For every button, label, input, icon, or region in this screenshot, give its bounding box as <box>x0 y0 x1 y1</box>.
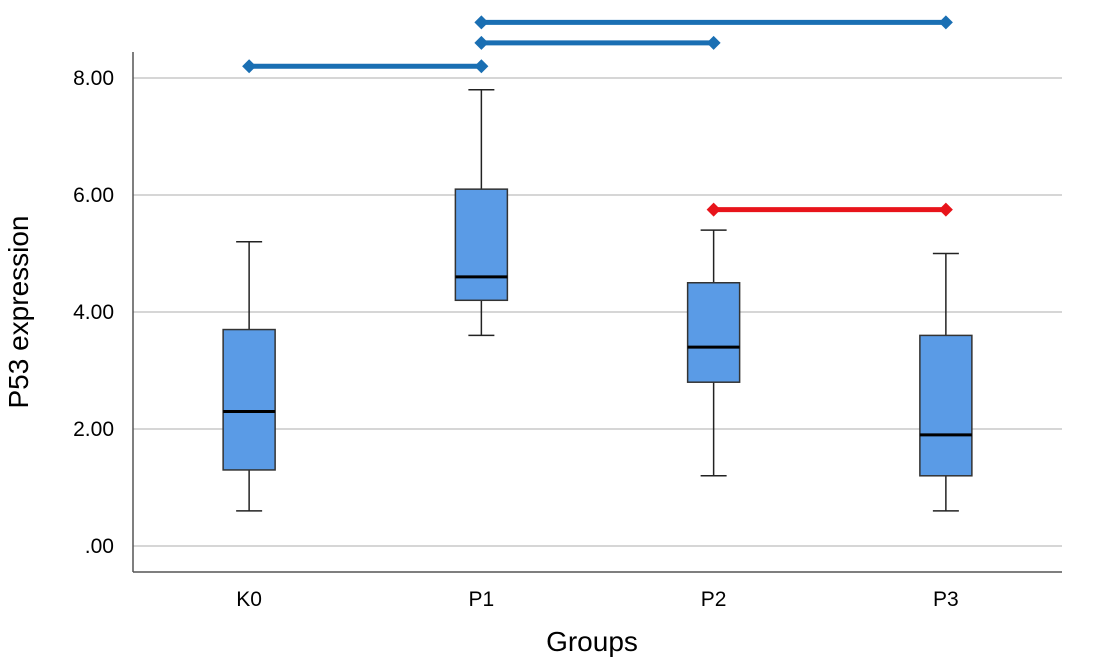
y-tick-label: 2.00 <box>73 418 114 441</box>
box-p1 <box>454 88 509 337</box>
diamond-marker <box>938 15 953 30</box>
comparison-p2-p3 <box>706 202 953 217</box>
diamond-marker <box>474 59 489 74</box>
gridlines <box>133 77 1062 547</box>
iqr-box <box>454 188 509 302</box>
box-p2 <box>686 229 741 477</box>
diamond-marker <box>706 202 721 217</box>
diamond-marker <box>474 15 489 30</box>
x-tick-label: P3 <box>933 588 959 611</box>
y-tick-label: 6.00 <box>73 184 114 207</box>
box-k0 <box>222 241 276 512</box>
x-tick-labels: K0 P1 P2 P3 <box>236 588 958 611</box>
y-axis-title: P53 expression <box>3 215 34 408</box>
iqr-box <box>686 282 741 383</box>
diamond-marker <box>938 202 953 217</box>
comparison-k0-p1 <box>242 59 489 74</box>
comparison-p1-p2 <box>474 35 721 50</box>
y-tick-labels: .00 2.00 4.00 6.00 8.00 <box>73 67 114 558</box>
iqr-box <box>222 328 276 471</box>
iqr-box <box>919 334 973 477</box>
comparison-p1-p3 <box>474 15 953 30</box>
x-tick-label: K0 <box>236 588 262 611</box>
x-tick-label: P1 <box>469 588 495 611</box>
diamond-marker <box>474 35 489 50</box>
comparison-lines <box>242 15 953 217</box>
diamond-marker <box>242 59 257 74</box>
x-axis-title: Groups <box>546 626 638 657</box>
boxes <box>222 88 973 512</box>
x-tick-label: P2 <box>701 588 727 611</box>
y-tick-label: 4.00 <box>73 301 114 324</box>
axes <box>132 52 1062 573</box>
y-tick-label: 8.00 <box>73 67 114 90</box>
y-tick-label: .00 <box>85 535 114 558</box>
box-p3 <box>919 252 973 512</box>
diamond-marker <box>706 35 721 50</box>
